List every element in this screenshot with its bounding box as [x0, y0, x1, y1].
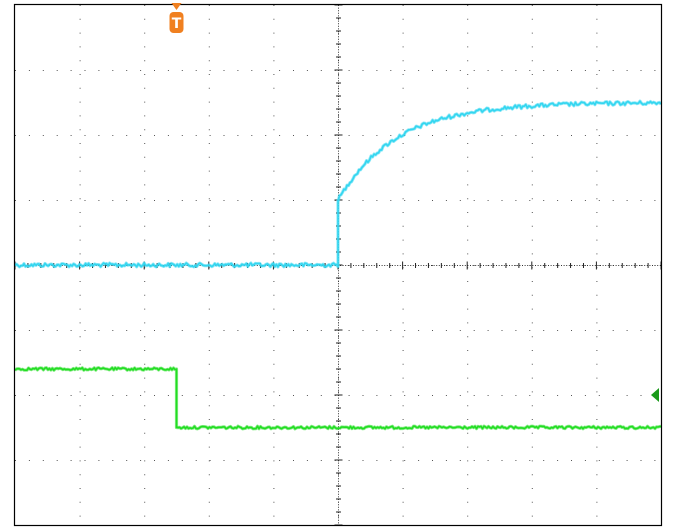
trace-line — [14, 100, 662, 268]
trigger-arrow — [171, 3, 182, 10]
trigger-label: T — [172, 16, 182, 32]
screen-frame — [13, 3, 663, 527]
trace-ch1 — [13, 99, 663, 269]
trigger-badge — [169, 12, 184, 33]
trace-line — [14, 366, 662, 430]
markers: T — [169, 3, 659, 402]
channel-ground-marker-icon — [651, 388, 659, 402]
traces — [13, 99, 663, 431]
trigger-marker-icon: T — [169, 3, 184, 33]
trace-ch2 — [14, 366, 662, 431]
